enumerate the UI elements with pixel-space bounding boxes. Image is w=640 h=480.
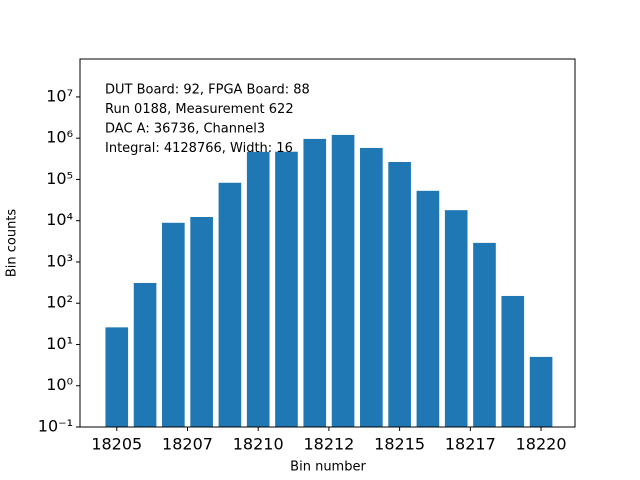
x-tick-label: 18220	[516, 435, 567, 454]
x-tick-label: 18205	[91, 435, 142, 454]
y-tick-label: 10⁴	[46, 210, 73, 229]
x-tick-label: 18217	[445, 435, 496, 454]
bar	[246, 151, 270, 427]
x-tick-label: 18210	[233, 435, 284, 454]
y-axis-label: Bin counts	[5, 209, 20, 278]
y-tick-label: 10²	[46, 293, 73, 312]
y-tick-label: 10⁷	[46, 86, 73, 105]
x-tick-label: 18215	[374, 435, 425, 454]
y-tick-label: 10⁶	[46, 128, 73, 147]
annotation: DAC A: 36736, Channel3	[105, 122, 265, 137]
plot-frame	[79, 58, 576, 428]
bar	[331, 134, 355, 427]
y-tick-label: 10³	[46, 251, 73, 270]
bar	[360, 147, 383, 428]
x-tick-label: 18212	[303, 435, 354, 454]
bar	[416, 190, 440, 427]
bar	[133, 282, 157, 427]
y-tick-label: 10⁰	[46, 375, 73, 394]
bar	[275, 151, 298, 427]
bar	[473, 242, 496, 427]
y-tick-label: 10¹	[46, 334, 73, 353]
bar	[501, 295, 525, 427]
bar	[162, 222, 185, 427]
bar	[105, 327, 129, 427]
x-tick-label: 18207	[162, 435, 213, 454]
bar	[444, 210, 468, 427]
y-tick-label: 10⁵	[46, 169, 73, 188]
annotation: DUT Board: 92, FPGA Board: 88	[105, 83, 310, 98]
annotation: Run 0188, Measurement 622	[105, 102, 294, 117]
bar	[529, 356, 553, 427]
x-axis-label: Bin number	[290, 460, 366, 475]
y-tick-label: 10⁻¹	[38, 417, 73, 436]
annotation: Integral: 4128766, Width: 16	[105, 141, 293, 156]
bar	[190, 216, 213, 427]
bar	[218, 182, 242, 427]
bar	[388, 161, 411, 427]
bar	[303, 138, 327, 427]
